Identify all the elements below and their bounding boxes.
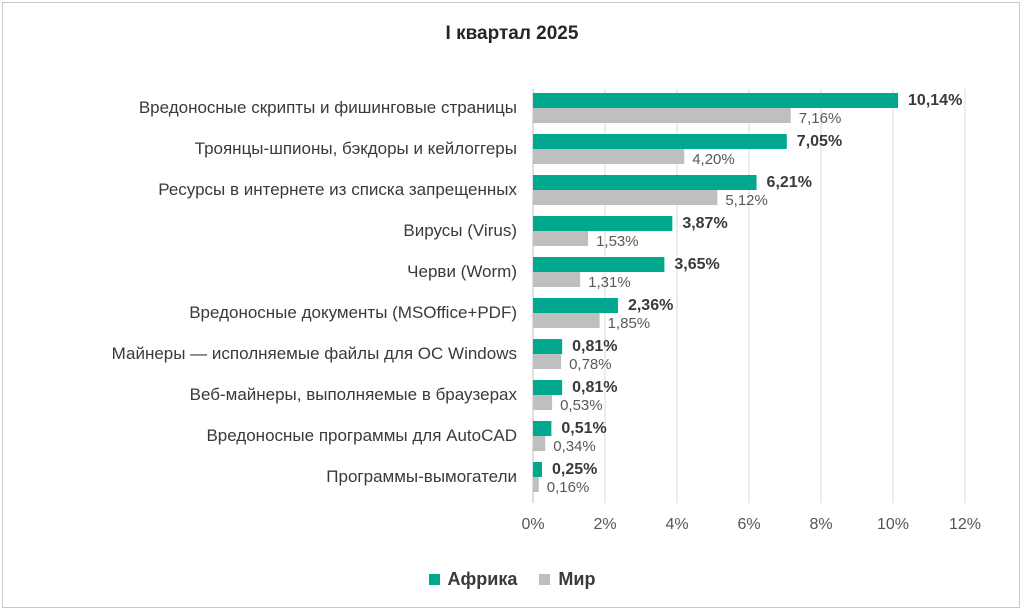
bar-world — [533, 395, 553, 410]
data-label-world: 0,16% — [547, 479, 590, 496]
bar-africa — [533, 216, 673, 231]
data-label-world: 0,78% — [569, 356, 612, 373]
x-tick-label: 0% — [521, 516, 544, 533]
bar-africa — [533, 339, 563, 354]
data-label-africa: 0,25% — [552, 461, 597, 478]
data-label-world: 7,16% — [799, 110, 842, 127]
category-label: Вредоносные программы для AutoCAD — [206, 426, 517, 445]
data-label-world: 5,12% — [725, 192, 768, 209]
category-label: Ресурсы в интернете из списка запрещенны… — [158, 180, 517, 199]
bar-world — [533, 313, 600, 328]
bar-africa — [533, 134, 787, 149]
chart-title: I квартал 2025 — [445, 23, 579, 44]
data-label-africa: 7,05% — [797, 133, 842, 150]
category-label: Вредоносные скрипты и фишинговые страниц… — [139, 98, 517, 117]
x-tick-label: 10% — [877, 516, 909, 533]
legend-label-africa: Африка — [447, 569, 518, 589]
bar-africa — [533, 257, 665, 272]
category-label: Программы-вымогатели — [326, 467, 517, 486]
category-label: Вредоносные документы (MSOffice+PDF) — [189, 303, 517, 322]
bar-africa — [533, 462, 542, 477]
data-label-world: 1,53% — [596, 233, 639, 250]
legend: Африка Мир — [3, 569, 1021, 590]
data-label-africa: 0,81% — [572, 379, 617, 396]
legend-item-world: Мир — [539, 569, 595, 590]
category-label: Троянцы-шпионы, бэкдоры и кейлоггеры — [195, 139, 517, 158]
bar-africa — [533, 298, 618, 313]
legend-swatch-africa — [428, 574, 440, 585]
bar-world — [533, 272, 581, 287]
bar-africa — [533, 93, 899, 108]
data-label-world: 1,31% — [588, 274, 631, 291]
x-tick-label: 8% — [809, 516, 832, 533]
data-label-world: 4,20% — [692, 151, 735, 168]
x-tick-label: 6% — [737, 516, 760, 533]
x-tick-label: 2% — [593, 516, 616, 533]
legend-label-world: Мир — [558, 569, 596, 589]
category-label: Вирусы (Virus) — [403, 221, 517, 240]
data-label-africa: 2,36% — [628, 297, 673, 314]
bar-world — [533, 354, 562, 369]
bar-world — [533, 190, 718, 205]
data-label-world: 0,34% — [553, 438, 596, 455]
x-tick-label: 4% — [665, 516, 688, 533]
legend-swatch-world — [539, 574, 551, 585]
bar-africa — [533, 421, 552, 436]
data-label-africa: 3,65% — [674, 256, 719, 273]
bar-world — [533, 108, 791, 123]
category-label: Черви (Worm) — [407, 262, 517, 281]
bar-africa — [533, 175, 757, 190]
data-label-world: 1,85% — [608, 315, 651, 332]
data-label-world: 0,53% — [560, 397, 603, 414]
x-tick-label: 12% — [949, 516, 981, 533]
data-label-africa: 0,51% — [561, 420, 606, 437]
category-label: Веб-майнеры, выполняемые в браузерах — [190, 385, 518, 404]
data-label-africa: 3,87% — [682, 215, 727, 232]
bar-world — [533, 149, 685, 164]
data-label-africa: 6,21% — [767, 174, 812, 191]
bar-chart: 0% 2% 4% 6% 8% 10% 12% Вредоносные скрипты и фи… — [112, 89, 981, 533]
bar-africa — [533, 380, 563, 395]
legend-item-africa: Африка — [428, 569, 518, 590]
data-label-africa: 0,81% — [572, 338, 617, 355]
bar-world — [533, 477, 539, 492]
bar-world — [533, 231, 589, 246]
category-label: Майнеры — исполняемые файлы для ОС Windo… — [112, 344, 517, 363]
bar-world — [533, 436, 546, 451]
data-label-africa: 10,14% — [908, 92, 962, 109]
